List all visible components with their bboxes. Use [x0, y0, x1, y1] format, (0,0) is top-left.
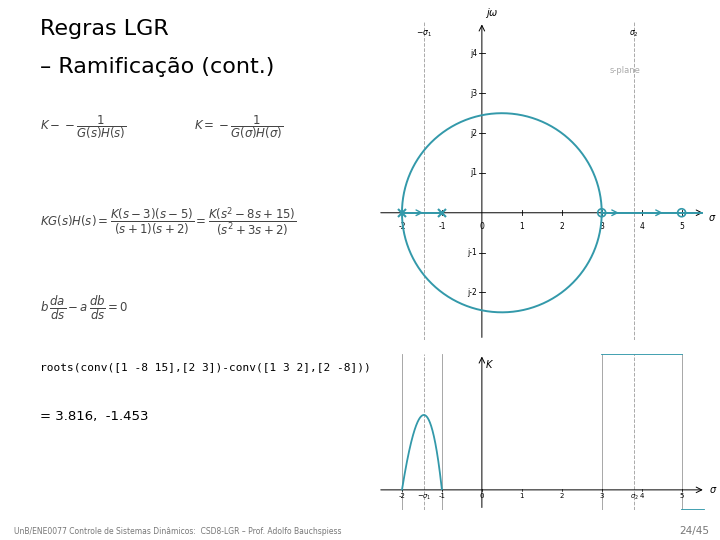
Text: 3: 3: [600, 493, 604, 499]
Text: 0: 0: [480, 221, 485, 231]
Text: j2: j2: [470, 129, 477, 138]
Text: $-\sigma_1$: $-\sigma_1$: [415, 29, 432, 39]
Text: 24/45: 24/45: [679, 525, 709, 536]
Text: j-1: j-1: [467, 248, 477, 257]
Text: j1: j1: [470, 168, 477, 178]
Text: 2: 2: [559, 221, 564, 231]
Text: $j\omega$: $j\omega$: [485, 5, 499, 19]
Text: j4: j4: [470, 49, 477, 58]
Text: s-plane: s-plane: [610, 66, 641, 76]
Text: $K = -\dfrac{1}{G(\sigma)H(\sigma)}$: $K = -\dfrac{1}{G(\sigma)H(\sigma)}$: [194, 113, 284, 141]
Text: -2: -2: [399, 493, 405, 499]
Text: 1: 1: [520, 493, 524, 499]
Text: 0: 0: [480, 493, 484, 499]
Text: 4: 4: [639, 493, 644, 499]
Text: -2: -2: [398, 221, 406, 231]
Text: $\sigma$: $\sigma$: [708, 213, 717, 222]
Text: UnB/ENE0077 Controle de Sistemas Dinâmicos:  CSD8-LGR – Prof. Adolfo Bauchspiess: UnB/ENE0077 Controle de Sistemas Dinâmic…: [14, 526, 342, 536]
Text: $\sigma_2$: $\sigma_2$: [629, 29, 639, 39]
Text: $b\,\dfrac{da}{ds} - a\,\dfrac{db}{ds} = 0$: $b\,\dfrac{da}{ds} - a\,\dfrac{db}{ds} =…: [40, 294, 128, 322]
Text: -1: -1: [438, 221, 446, 231]
Text: Regras LGR: Regras LGR: [40, 19, 168, 39]
Text: -1: -1: [438, 493, 446, 499]
Text: $KG(s)H(s) = \dfrac{K(s-3)(s-5)}{(s+1)(s+2)} = \dfrac{K(s^2-8s+15)}{(s^2+3s+2)}$: $KG(s)H(s) = \dfrac{K(s-3)(s-5)}{(s+1)(s…: [40, 205, 296, 239]
Text: j3: j3: [470, 89, 477, 98]
Text: 4: 4: [639, 221, 644, 231]
Text: 3: 3: [599, 221, 604, 231]
Text: 2: 2: [559, 493, 564, 499]
Text: $\sigma_2$: $\sigma_2$: [630, 493, 639, 502]
Text: $\sigma$: $\sigma$: [708, 485, 717, 495]
Text: 5: 5: [680, 493, 684, 499]
Text: 5: 5: [679, 221, 684, 231]
Text: $-\sigma_1$: $-\sigma_1$: [417, 493, 431, 502]
Text: roots(conv([1 -8 15],[2 3])-conv([1 3 2],[2 -8])): roots(conv([1 -8 15],[2 3])-conv([1 3 2]…: [40, 362, 370, 372]
Text: = 3.816,  -1.453: = 3.816, -1.453: [40, 410, 148, 423]
Text: $K$: $K$: [485, 358, 494, 370]
Text: j-2: j-2: [467, 288, 477, 297]
Text: $K - -\dfrac{1}{G(s)H(s)}$: $K - -\dfrac{1}{G(s)H(s)}$: [40, 113, 126, 141]
Text: – Ramificação (cont.): – Ramificação (cont.): [40, 57, 274, 77]
Text: 1: 1: [519, 221, 524, 231]
